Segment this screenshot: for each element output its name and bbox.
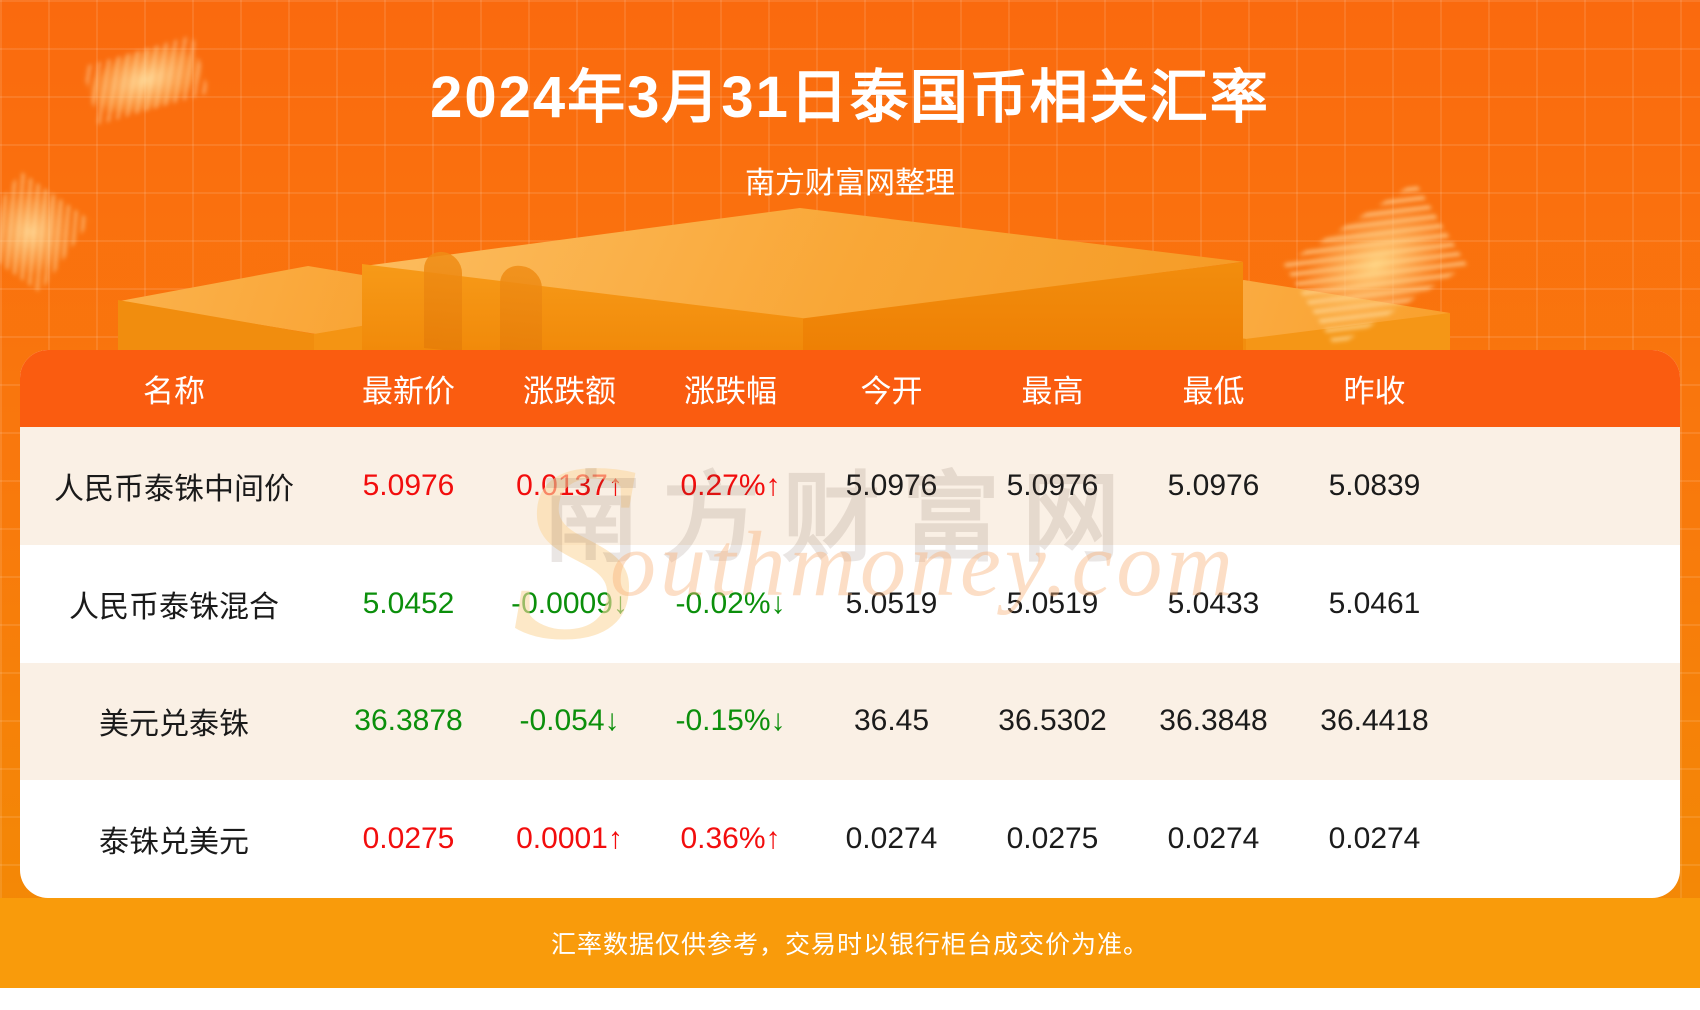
column-header-prev-close: 昨收 <box>1343 374 1406 409</box>
cell-change: -0.054↓ <box>519 704 620 738</box>
column-header-low: 最低 <box>1182 374 1245 409</box>
cell-prev-close: 36.4418 <box>1320 704 1429 738</box>
cell-open: 36.45 <box>853 704 930 738</box>
cell-name: 泰铢兑美元 <box>99 826 249 860</box>
cell-last-price: 5.0452 <box>362 586 455 620</box>
cell-change-pct: 0.27%↑ <box>680 468 781 502</box>
cell-open: 0.0274 <box>845 822 938 856</box>
column-header-name: 名称 <box>143 374 205 409</box>
cell-high: 5.0976 <box>1006 468 1099 502</box>
cell-prev-close: 0.0274 <box>1328 822 1421 856</box>
cell-high: 36.5302 <box>998 704 1107 738</box>
column-header-change: 涨跌额 <box>523 374 616 409</box>
cell-last-price: 36.3878 <box>354 704 463 738</box>
cell-change-pct: -0.02%↓ <box>675 586 786 620</box>
cell-low: 0.0274 <box>1167 822 1260 856</box>
cell-change: -0.0009↓ <box>511 586 628 620</box>
cell-open: 5.0519 <box>845 586 938 620</box>
cell-low: 5.0976 <box>1167 468 1260 502</box>
cell-high: 0.0275 <box>1006 822 1099 856</box>
column-header-high: 最高 <box>1021 374 1084 409</box>
table-body: 人民币泰铢中间价 5.0976 0.0137↑ 0.27%↑ 5.0976 5.… <box>20 427 1680 898</box>
footer-note-bar: 汇率数据仅供参考，交易时以银行柜台成交价为准。 <box>0 898 1700 988</box>
cell-name: 人民币泰铢混合 <box>69 590 279 624</box>
cell-low: 5.0433 <box>1167 586 1260 620</box>
page-title: 2024年3月31日泰国币相关汇率 <box>430 65 1270 130</box>
cell-open: 5.0976 <box>845 468 938 502</box>
cell-change-pct: -0.15%↓ <box>675 704 786 738</box>
cell-change-pct: 0.36%↑ <box>680 822 781 856</box>
table-row: 人民币泰铢混合 5.0452 -0.0009↓ -0.02%↓ 5.0519 5… <box>20 545 1680 663</box>
footer-note: 汇率数据仅供参考，交易时以银行柜台成交价为准。 <box>550 931 1149 959</box>
cell-name: 美元兑泰铢 <box>99 708 249 742</box>
table-header-row: 名称 最新价 涨跌额 涨跌幅 今开 最高 最低 昨收 <box>20 350 1680 427</box>
cell-change: 0.0001↑ <box>516 822 623 856</box>
bottom-white-strip <box>0 988 1700 1010</box>
cell-prev-close: 5.0839 <box>1328 468 1421 502</box>
cell-prev-close: 5.0461 <box>1328 586 1421 620</box>
table-row: 人民币泰铢中间价 5.0976 0.0137↑ 0.27%↑ 5.0976 5.… <box>20 427 1680 545</box>
cell-low: 36.3848 <box>1159 704 1268 738</box>
cell-last-price: 0.0275 <box>362 822 455 856</box>
column-header-last-price: 最新价 <box>362 374 455 409</box>
table-row: 泰铢兑美元 0.0275 0.0001↑ 0.36%↑ 0.0274 0.027… <box>20 780 1680 898</box>
cell-name: 人民币泰铢中间价 <box>54 472 294 506</box>
cell-last-price: 5.0976 <box>362 468 455 502</box>
column-header-open: 今开 <box>860 374 923 409</box>
column-header-change-pct: 涨跌幅 <box>684 374 777 409</box>
rates-table-card: 名称 最新价 涨跌额 涨跌幅 今开 最高 最低 昨收 人民币泰铢中间价 5.09… <box>20 350 1680 898</box>
page-subtitle: 南方财富网整理 <box>745 167 955 200</box>
table-row: 美元兑泰铢 36.3878 -0.054↓ -0.15%↓ 36.45 36.5… <box>20 662 1680 781</box>
cell-change: 0.0137↑ <box>516 468 623 502</box>
cell-high: 5.0519 <box>1006 586 1099 620</box>
